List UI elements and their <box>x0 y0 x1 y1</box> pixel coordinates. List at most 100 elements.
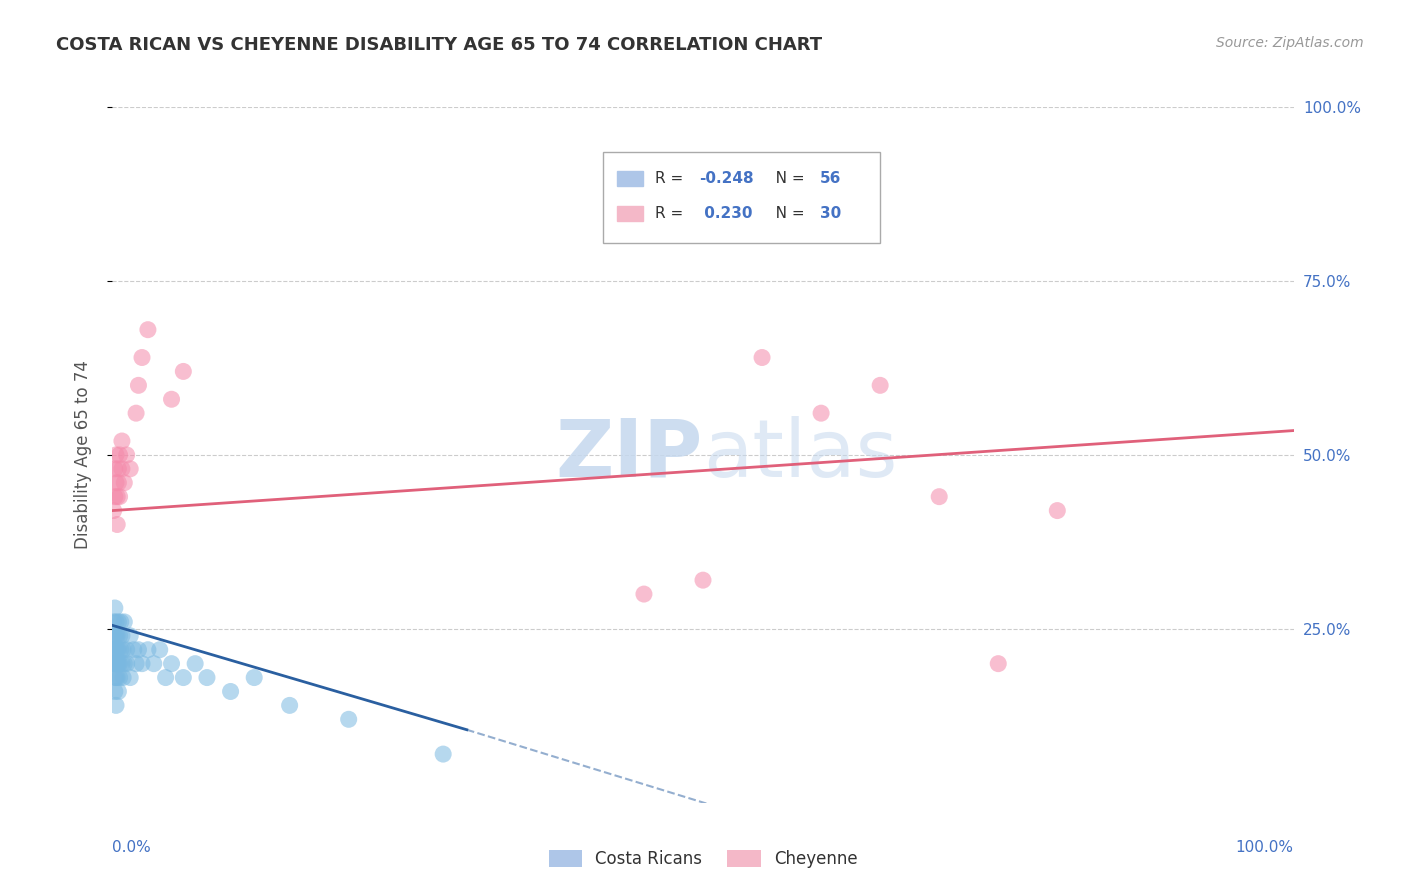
Text: -0.248: -0.248 <box>699 171 754 186</box>
Point <box>108 448 131 462</box>
Bar <box>617 206 643 221</box>
Point <box>155 671 177 685</box>
Point <box>105 642 128 657</box>
Point <box>103 642 125 657</box>
Point <box>127 378 149 392</box>
Point <box>107 684 129 698</box>
Point <box>1046 503 1069 517</box>
Point <box>127 642 149 657</box>
Point <box>136 323 159 337</box>
Point <box>105 657 128 671</box>
Point <box>105 671 128 685</box>
Point <box>108 657 131 671</box>
Point <box>160 657 183 671</box>
Point <box>111 434 134 448</box>
Point <box>111 657 134 671</box>
Point <box>120 629 142 643</box>
Point <box>105 615 128 629</box>
Point <box>104 629 127 643</box>
Y-axis label: Disability Age 65 to 74: Disability Age 65 to 74 <box>73 360 91 549</box>
Point <box>103 503 125 517</box>
Point <box>278 698 301 713</box>
Point <box>104 657 127 671</box>
Point <box>131 657 153 671</box>
Text: R =: R = <box>655 171 688 186</box>
Point <box>112 615 135 629</box>
Point <box>105 475 128 490</box>
Point <box>107 657 129 671</box>
Point <box>142 657 165 671</box>
FancyBboxPatch shape <box>603 153 880 243</box>
Point <box>115 448 138 462</box>
Point <box>111 629 134 643</box>
Point <box>243 671 266 685</box>
Point <box>125 406 148 420</box>
Point <box>104 490 127 504</box>
Point <box>105 671 128 685</box>
Point <box>160 392 183 407</box>
Point <box>104 601 127 615</box>
Point <box>105 629 128 643</box>
Text: 0.230: 0.230 <box>699 206 754 221</box>
Point <box>112 475 135 490</box>
Point <box>131 351 153 365</box>
Point <box>112 671 135 685</box>
Text: COSTA RICAN VS CHEYENNE DISABILITY AGE 65 TO 74 CORRELATION CHART: COSTA RICAN VS CHEYENNE DISABILITY AGE 6… <box>56 36 823 54</box>
Text: Source: ZipAtlas.com: Source: ZipAtlas.com <box>1216 36 1364 50</box>
Text: 56: 56 <box>820 171 841 186</box>
Point <box>125 657 148 671</box>
Point <box>104 684 127 698</box>
Point <box>172 671 194 685</box>
Point <box>108 629 131 643</box>
Text: 0.0%: 0.0% <box>112 839 152 855</box>
Text: N =: N = <box>761 206 810 221</box>
Point <box>105 657 128 671</box>
Point <box>112 642 135 657</box>
Point <box>219 684 242 698</box>
Point <box>115 642 138 657</box>
Point <box>120 462 142 476</box>
Point <box>105 698 128 713</box>
Point <box>337 712 360 726</box>
Point <box>122 642 145 657</box>
Point <box>692 573 714 587</box>
Point <box>869 378 891 392</box>
Point <box>110 642 132 657</box>
Point <box>149 642 172 657</box>
Point <box>195 671 218 685</box>
Point <box>172 364 194 378</box>
Point <box>184 657 207 671</box>
Point <box>107 475 129 490</box>
Point <box>111 462 134 476</box>
Point <box>104 462 127 476</box>
Point <box>105 490 128 504</box>
Point <box>103 615 125 629</box>
Point <box>103 629 125 643</box>
Point <box>928 490 950 504</box>
Point <box>115 657 138 671</box>
Point <box>105 448 128 462</box>
Point <box>108 671 131 685</box>
Point <box>107 462 129 476</box>
Point <box>751 351 773 365</box>
Point <box>987 657 1010 671</box>
Text: R =: R = <box>655 206 688 221</box>
Point <box>810 406 832 420</box>
Bar <box>617 171 643 186</box>
Point <box>112 657 135 671</box>
Legend: Costa Ricans, Cheyenne: Costa Ricans, Cheyenne <box>541 843 865 874</box>
Point <box>104 642 127 657</box>
Point <box>103 657 125 671</box>
Point <box>110 615 132 629</box>
Point <box>104 671 127 685</box>
Text: ZIP: ZIP <box>555 416 703 494</box>
Point <box>108 490 131 504</box>
Point <box>107 615 129 629</box>
Point <box>432 747 454 761</box>
Text: atlas: atlas <box>703 416 897 494</box>
Point <box>136 642 159 657</box>
Point <box>105 517 128 532</box>
Text: 100.0%: 100.0% <box>1236 839 1294 855</box>
Point <box>105 642 128 657</box>
Point <box>107 642 129 657</box>
